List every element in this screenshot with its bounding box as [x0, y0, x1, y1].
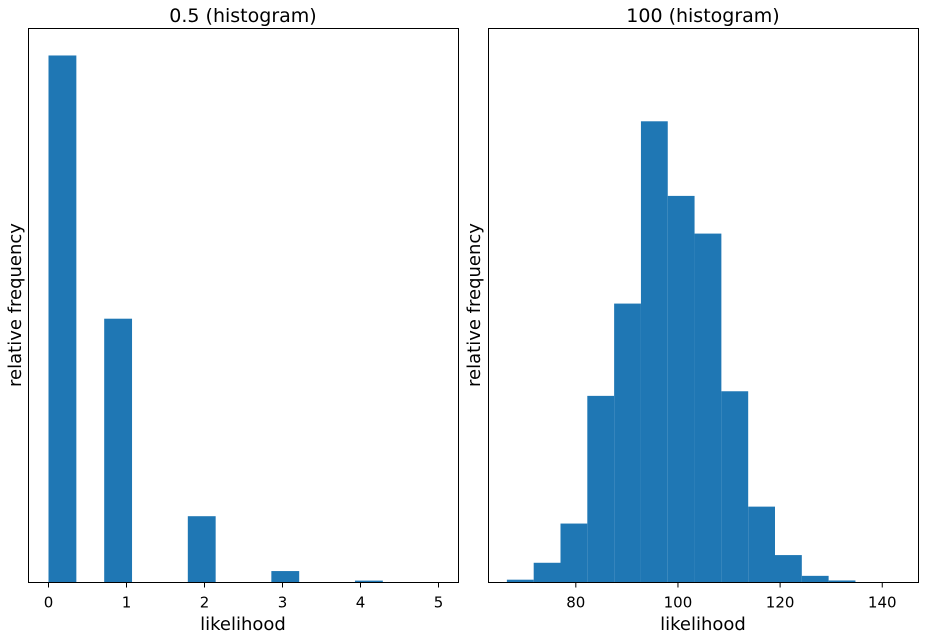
right-x-ticks: 80 100 120 140: [566, 582, 897, 612]
right-bar-8: [721, 391, 749, 582]
right-plot-frame: [488, 28, 919, 583]
left-x-axis-label: likelihood: [200, 614, 286, 635]
right-bars: [506, 121, 856, 582]
left-bar-4: [354, 580, 383, 582]
right-bar-6: [667, 195, 695, 582]
right-bar-0: [506, 579, 534, 582]
right-bar-9: [748, 506, 775, 582]
right-x-tick-label-3: 140: [868, 594, 897, 612]
left-bars: [48, 55, 383, 583]
right-x-tick-label-0: 80: [566, 594, 585, 612]
left-plot-frame: [28, 28, 459, 583]
left-x-tick-label-5: 5: [434, 594, 444, 612]
right-x-axis-label: likelihood: [660, 614, 746, 635]
right-chart-title: 100 (histogram): [626, 5, 779, 27]
right-x-tick-label-2: 120: [766, 594, 795, 612]
left-y-axis-label: relative frequency: [5, 223, 26, 387]
left-bar-0: [48, 55, 77, 583]
right-bar-10: [775, 555, 802, 582]
right-bar-11: [801, 575, 829, 582]
right-bar-7: [694, 233, 722, 582]
right-y-axis-label: relative frequency: [464, 223, 485, 387]
right-bar-3: [587, 395, 615, 582]
left-x-tick-label-3: 3: [278, 594, 288, 612]
left-bar-1: [104, 318, 133, 582]
right-bar-1: [533, 562, 561, 582]
right-histogram-panel: 100 (histogram) likelihood relative freq…: [464, 5, 919, 635]
left-bar-3: [271, 571, 300, 582]
left-x-tick-label-1: 1: [122, 594, 132, 612]
right-bar-4: [614, 303, 641, 582]
left-x-tick-label-0: 0: [44, 594, 54, 612]
left-x-tick-label-2: 2: [200, 594, 210, 612]
left-x-ticks: 0 1 2 3 4 5: [44, 582, 444, 612]
right-bar-5: [640, 121, 668, 582]
right-x-tick-label-1: 100: [664, 594, 693, 612]
right-bar-2: [560, 523, 588, 582]
left-chart-title: 0.5 (histogram): [169, 5, 316, 27]
left-histogram-panel: 0.5 (histogram) likelihood relative freq…: [5, 5, 459, 635]
right-bar-12: [828, 580, 856, 582]
left-bar-2: [187, 516, 216, 582]
left-x-tick-label-4: 4: [356, 594, 366, 612]
